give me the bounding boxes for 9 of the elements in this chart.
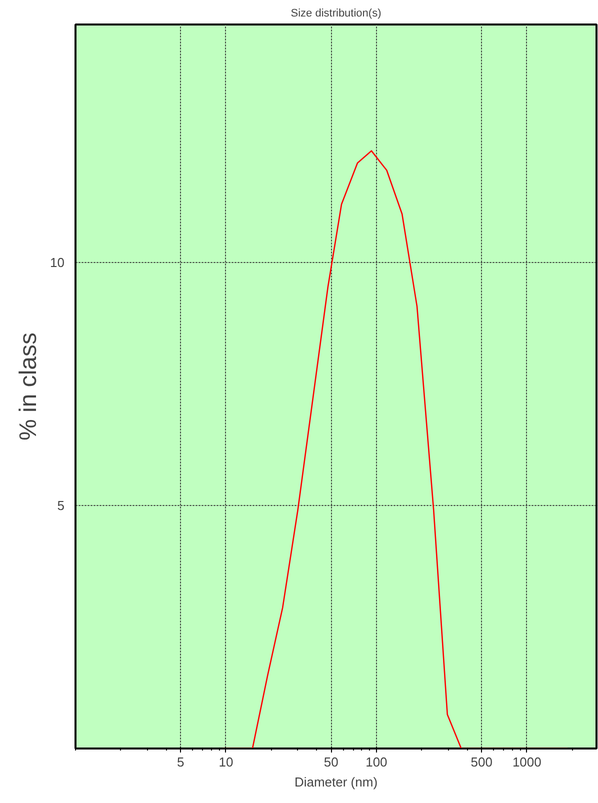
x-axis-title: Diameter (nm): [294, 774, 378, 790]
x-tick-label: 50: [324, 754, 338, 770]
chart-title: Size distribution(s): [290, 8, 382, 20]
x-tick-label: 100: [366, 754, 388, 770]
x-tick-label: 500: [470, 754, 492, 770]
y-axis-title: % in class: [15, 332, 42, 441]
x-tick-label: 1000: [512, 754, 542, 770]
x-tick-label: 5: [177, 754, 184, 770]
x-tick-label: 10: [218, 754, 234, 770]
